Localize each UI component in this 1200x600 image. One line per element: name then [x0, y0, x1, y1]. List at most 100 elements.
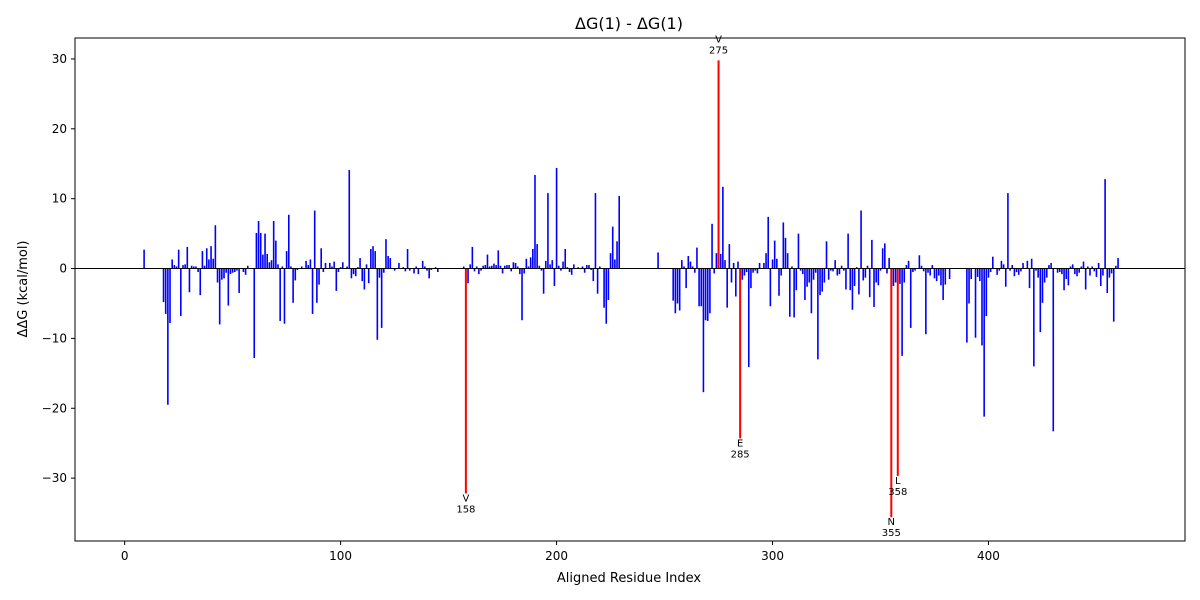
bar: [912, 268, 914, 273]
bar: [257, 221, 260, 269]
bar: [203, 265, 206, 269]
bar: [1045, 268, 1048, 278]
bar: [536, 244, 538, 269]
x-tick-label: 200: [545, 549, 568, 563]
bar: [331, 266, 333, 269]
bar: [512, 262, 515, 269]
bar: [981, 268, 983, 346]
bar: [1097, 262, 1100, 269]
bar: [743, 268, 746, 276]
bar: [1110, 268, 1113, 274]
bar: [402, 267, 405, 269]
bar: [514, 262, 517, 269]
bar: [210, 246, 212, 269]
x-tick-label: 100: [329, 549, 352, 563]
bar: [730, 268, 733, 283]
bar: [201, 251, 204, 269]
bar: [1117, 258, 1119, 269]
bar: [560, 268, 562, 271]
bar: [713, 268, 716, 274]
bar: [747, 268, 750, 368]
bar: [773, 240, 776, 269]
bar: [551, 260, 554, 269]
bar: [1015, 268, 1018, 273]
bar: [361, 268, 364, 282]
bar: [359, 258, 361, 269]
bar: [1037, 268, 1039, 278]
bar: [938, 268, 940, 276]
bar: [1004, 268, 1007, 287]
bar: [983, 268, 985, 417]
bar: [1108, 268, 1111, 278]
bar: [616, 241, 618, 269]
bar: [372, 246, 374, 269]
bar: [180, 268, 182, 317]
bar: [1063, 268, 1065, 291]
bar: [875, 268, 877, 283]
bar: [929, 268, 931, 276]
bar: [1058, 268, 1061, 273]
bar: [996, 268, 998, 275]
bar: [577, 267, 579, 269]
bar: [557, 265, 560, 269]
bar: [925, 268, 927, 335]
bar: [806, 268, 808, 287]
bar: [313, 210, 316, 269]
bar: [521, 268, 523, 321]
bar: [581, 266, 584, 269]
bar: [808, 268, 811, 283]
highlight-bar: [464, 268, 467, 494]
bar: [840, 265, 843, 269]
bar: [424, 266, 426, 269]
bar: [933, 268, 936, 279]
highlight-bar: [890, 268, 893, 518]
bar: [467, 268, 469, 284]
bar: [497, 250, 500, 269]
bar: [907, 260, 910, 269]
bar: [1067, 268, 1070, 286]
bar: [920, 265, 923, 269]
bar: [208, 259, 210, 269]
bar: [804, 268, 806, 300]
chart-title: ΔG(1) - ΔG(1): [575, 14, 683, 33]
bar: [428, 268, 430, 279]
bar: [408, 268, 411, 271]
bar: [801, 268, 804, 275]
annotation-residue-label: V: [715, 34, 722, 45]
bar: [866, 265, 869, 269]
bar: [169, 268, 171, 324]
bar: [819, 268, 821, 296]
bar: [886, 268, 888, 274]
bar: [1013, 268, 1016, 277]
bar: [693, 268, 696, 273]
bar: [404, 268, 407, 272]
bar: [346, 266, 348, 269]
bar: [318, 268, 320, 285]
bar: [845, 268, 847, 290]
bar: [1020, 268, 1022, 272]
bar: [752, 268, 754, 273]
bar: [696, 247, 698, 269]
y-axis-ticks: −30 −20 −10 0 10 20 30: [42, 52, 75, 485]
bar: [849, 268, 852, 291]
bar: [814, 268, 817, 273]
bar: [229, 268, 232, 275]
bar: [499, 265, 502, 269]
bar: [495, 265, 497, 269]
bar: [413, 268, 415, 274]
bar: [227, 268, 230, 306]
bar: [992, 256, 994, 269]
bar: [853, 268, 856, 287]
bar: [1065, 268, 1068, 280]
bar: [184, 264, 186, 269]
x-tick-label: 0: [121, 549, 129, 563]
bar: [709, 268, 711, 314]
bar: [182, 265, 184, 269]
bar: [244, 268, 247, 275]
bar: [383, 268, 385, 273]
bar: [657, 252, 659, 269]
bar: [365, 264, 368, 269]
bar: [1041, 268, 1044, 303]
bar: [475, 266, 478, 269]
bar: [1076, 268, 1078, 277]
